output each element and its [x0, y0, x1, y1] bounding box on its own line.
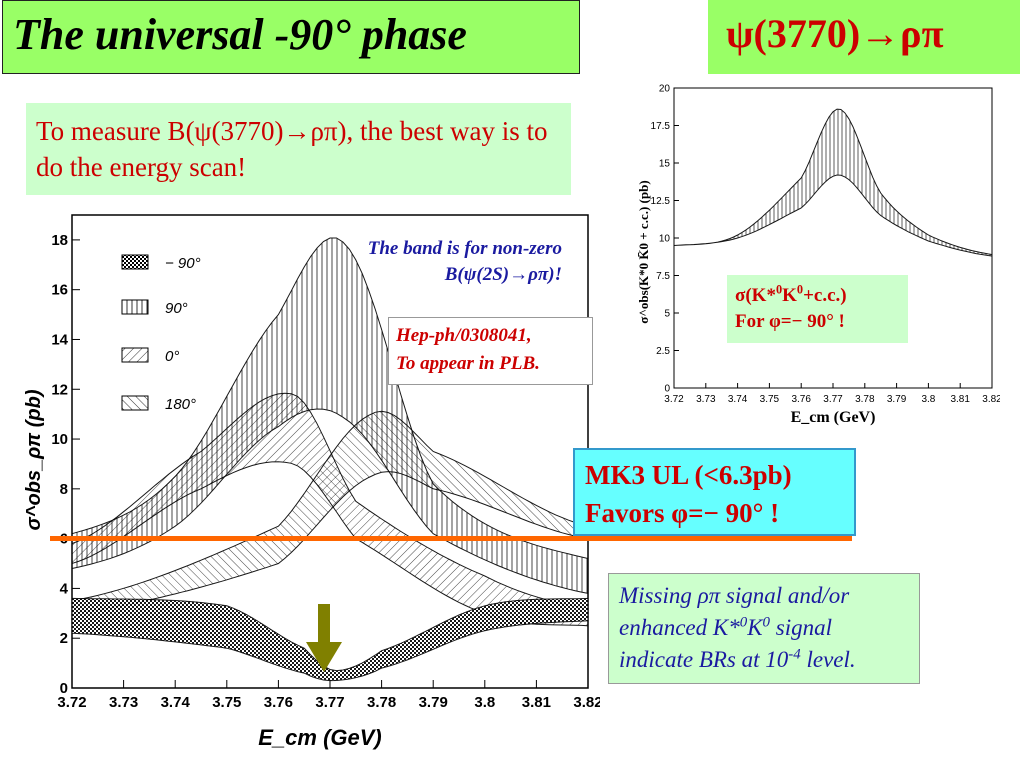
- x-tick-label: 3.81: [950, 394, 970, 405]
- band-90: [71, 597, 589, 682]
- band-note-line1: The band is for non-zero: [367, 238, 562, 259]
- x-tick-label: 3.81: [522, 694, 551, 711]
- y-tick-label: 2: [60, 630, 68, 647]
- x-tick-label: 3.82: [982, 394, 1000, 405]
- main-legend: − 90° 90° 0° 180°: [121, 254, 201, 413]
- x-tick-label: 3.82: [573, 694, 600, 711]
- main-chart: 024681012141618 3.723.733.743.753.763.77…: [23, 214, 600, 750]
- mk3-note: MK3 UL (<6.3pb) Favors φ=− 90° !: [573, 448, 856, 536]
- measure-note-text: To measure B(ψ(3770)→ρπ), the best way i…: [36, 116, 548, 182]
- down-arrow-icon: [306, 604, 342, 672]
- x-tick-label: 3.78: [367, 694, 396, 711]
- y-tick-label: 18: [51, 232, 68, 249]
- x-tick-label: 3.72: [664, 394, 684, 405]
- missing-line1: Missing ρπ signal and/or: [619, 583, 850, 608]
- missing-line2: enhanced K*0K0 signal: [619, 614, 832, 640]
- x-tick-label: 3.74: [728, 394, 748, 405]
- small-chart: 0 2.5 5 7.5 10 12.5 15 17.5 20 3.72 3.73 3.74 3.75 3…: [636, 83, 1000, 426]
- x-tick-label: 3.74: [161, 694, 191, 711]
- y-tick-label: 10: [51, 431, 68, 448]
- y-tick-label: 4: [60, 580, 69, 597]
- y-tick-label: 12.5: [651, 196, 671, 207]
- slide-title: The universal -90° phase: [2, 0, 580, 74]
- y-tick-label: 0: [60, 680, 68, 697]
- main-xlabel: E_cm (GeV): [258, 725, 382, 750]
- band-kstar: [673, 108, 993, 257]
- y-tick-label: 2.5: [656, 346, 670, 357]
- missing-note: Missing ρπ signal and/or enhanced K*0K0 …: [608, 573, 920, 684]
- x-tick-label: 3.78: [855, 394, 875, 405]
- x-tick-label: 3.73: [696, 394, 716, 405]
- x-tick-label: 3.76: [264, 694, 293, 711]
- y-tick-label: 12: [51, 381, 68, 398]
- legend-label-minus90: − 90°: [165, 255, 201, 272]
- main-ylabel: σ^obs_ρπ (pb): [23, 389, 45, 530]
- x-tick-label: 3.8: [921, 394, 935, 405]
- x-tick-label: 3.75: [760, 394, 780, 405]
- kstar-note-line2: For φ=− 90° !: [735, 311, 845, 332]
- band-note: The band is for non-zero B(ψ(2S)→ρπ)!: [290, 236, 562, 288]
- small-ylabel: σ^obs(K*0 K̄0 + c.c.) (pb): [636, 180, 651, 323]
- legend-swatch-minus90: [121, 254, 149, 270]
- decay-title: ψ(3770)→ρπ: [708, 0, 1020, 74]
- legend-swatch-180: [121, 395, 149, 411]
- missing-line3: indicate BRs at 10-4 level.: [619, 646, 856, 672]
- x-tick-label: 3.79: [419, 694, 448, 711]
- x-tick-label: 3.75: [212, 694, 241, 711]
- legend-label-90: 90°: [165, 300, 188, 317]
- small-xlabel: E_cm (GeV): [791, 409, 876, 426]
- y-tick-label: 0: [664, 383, 670, 394]
- slide-title-text: The universal -90° phase: [13, 10, 467, 59]
- y-tick-label: 10: [659, 233, 671, 244]
- y-tick-label: 14: [51, 331, 68, 348]
- x-tick-label: 3.76: [791, 394, 811, 405]
- band-note-line2: B(ψ(2S)→ρπ)!: [444, 264, 562, 285]
- x-tick-label: 3.72: [57, 694, 86, 711]
- upper-limit-line: [50, 536, 852, 541]
- reference-note: Hep-ph/0308041, To appear in PLB.: [388, 317, 593, 385]
- reference-line2: To appear in PLB.: [396, 353, 540, 374]
- kstar-note: σ(K*0K0+c.c.) For φ=− 90° !: [727, 275, 908, 343]
- y-tick-label: 16: [51, 282, 68, 299]
- legend-label-0: 0°: [165, 348, 179, 365]
- mk3-line2: Favors φ=− 90° !: [585, 498, 780, 528]
- y-tick-label: 20: [659, 83, 671, 94]
- band-0: [71, 392, 589, 627]
- reference-line1: Hep-ph/0308041,: [396, 325, 532, 346]
- y-tick-label: 17.5: [651, 121, 671, 132]
- kstar-note-line1: σ(K*0K0+c.c.): [735, 282, 847, 306]
- x-tick-label: 3.8: [474, 694, 495, 711]
- x-tick-label: 3.77: [315, 694, 344, 711]
- y-tick-label: 8: [60, 481, 68, 498]
- mk3-line1: MK3 UL (<6.3pb): [585, 460, 792, 490]
- y-tick-label: 5: [664, 308, 670, 319]
- decay-title-text: ψ(3770)→ρπ: [726, 11, 944, 56]
- x-tick-label: 3.77: [823, 394, 843, 405]
- measure-note: To measure B(ψ(3770)→ρπ), the best way i…: [26, 103, 571, 195]
- legend-swatch-90: [121, 299, 149, 315]
- legend-label-180: 180°: [165, 396, 196, 413]
- x-tick-label: 3.79: [887, 394, 907, 405]
- x-tick-label: 3.73: [109, 694, 138, 711]
- y-tick-label: 7.5: [656, 271, 670, 282]
- legend-swatch-0: [121, 347, 149, 363]
- y-tick-label: 15: [659, 158, 671, 169]
